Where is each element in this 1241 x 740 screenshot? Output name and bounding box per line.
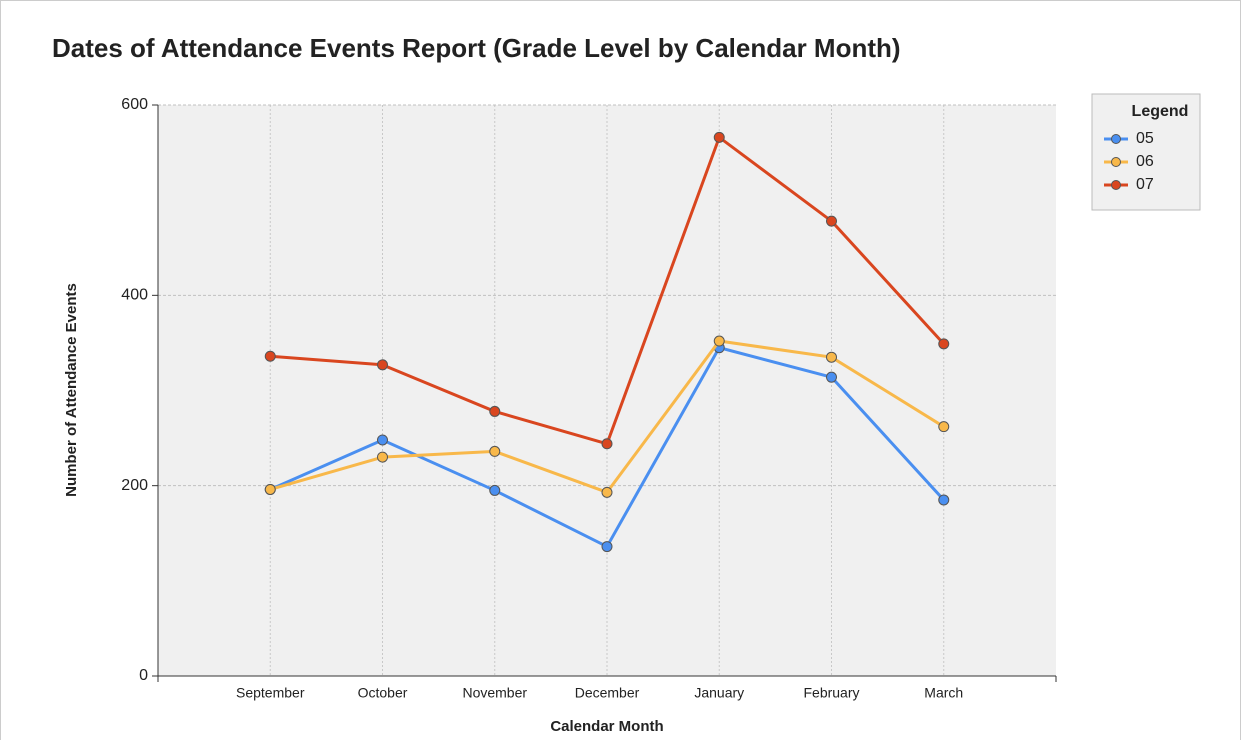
point: [938, 421, 950, 433]
y-tick-label: 600: [121, 96, 148, 113]
legend-title: Legend: [1132, 103, 1189, 120]
y-axis-label: Number of Attendance Events: [63, 283, 80, 497]
point: [601, 541, 613, 553]
point: [601, 438, 613, 450]
legend-box: [1091, 93, 1201, 211]
point: [713, 335, 725, 347]
x-tick-label: March: [924, 685, 963, 701]
point: [489, 445, 501, 457]
legend-marker: [1111, 134, 1121, 144]
point: [938, 494, 950, 506]
legend-label: 05: [1136, 130, 1154, 147]
x-tick-label: December: [575, 685, 640, 701]
x-axis-label: Calendar Month: [550, 718, 663, 735]
x-tick-label: October: [358, 685, 408, 701]
x-tick-label: January: [694, 685, 744, 701]
y-tick-label: 0: [139, 667, 148, 684]
legend-marker: [1111, 180, 1121, 190]
point: [264, 483, 276, 495]
point: [826, 215, 837, 227]
y-tick-label: 200: [121, 477, 148, 494]
point: [377, 434, 388, 446]
point: [264, 350, 276, 362]
point: [826, 351, 837, 363]
point: [938, 338, 950, 350]
legend-marker: [1111, 157, 1121, 167]
legend-label: 06: [1136, 153, 1154, 170]
point: [489, 484, 501, 496]
chart-title: Dates of Attendance Events Report (Grade…: [52, 33, 901, 63]
point: [489, 405, 501, 417]
y-tick-label: 400: [121, 287, 148, 304]
x-tick-label: February: [803, 685, 859, 701]
x-tick-label: September: [236, 685, 305, 701]
x-tick-label: November: [462, 685, 527, 701]
point: [826, 371, 837, 383]
point: [601, 486, 613, 498]
legend-label: 07: [1136, 176, 1154, 193]
point: [377, 359, 388, 371]
point: [377, 451, 388, 463]
point: [713, 131, 725, 143]
